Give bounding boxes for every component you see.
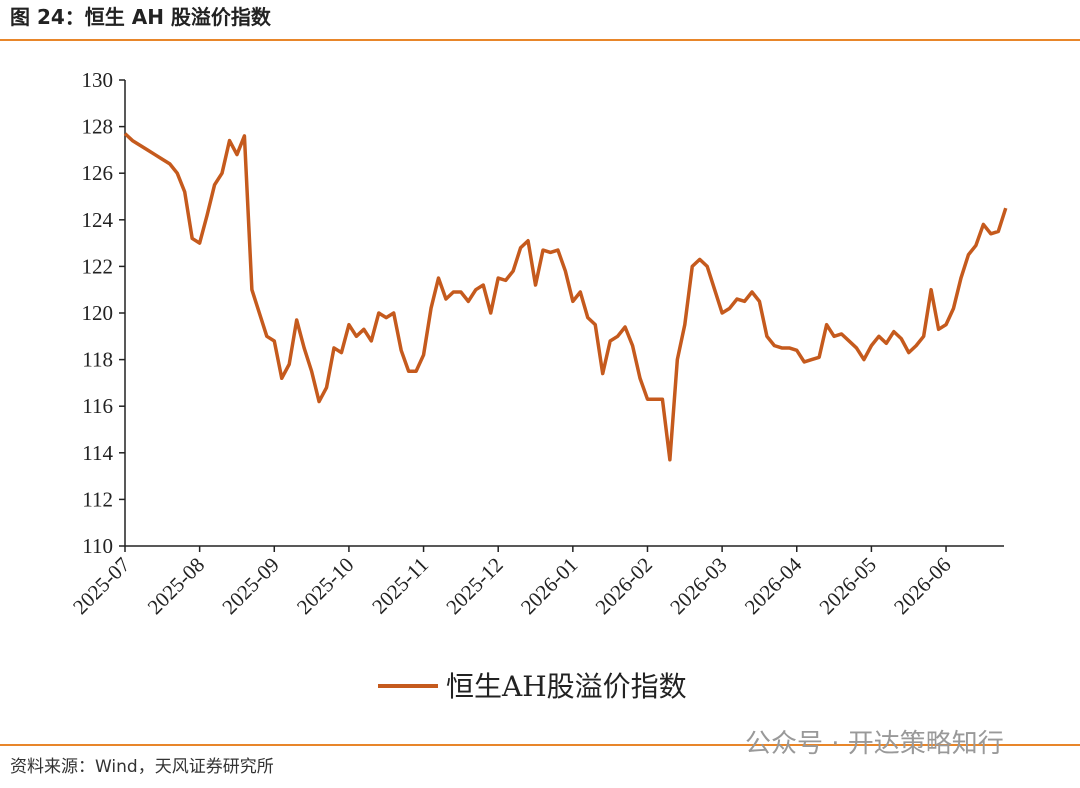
y-tick-label: 110	[82, 534, 113, 558]
y-tick-label: 112	[82, 487, 113, 511]
x-tick-label: 2026-06	[889, 553, 955, 619]
y-tick-label: 116	[82, 394, 113, 418]
legend-label: 恒生AH股溢价指数	[446, 670, 687, 703]
y-tick-label: 126	[82, 161, 114, 185]
x-tick-label: 2026-01	[516, 553, 582, 619]
x-tick-label: 2025-10	[292, 553, 358, 619]
y-tick-label: 122	[82, 254, 114, 278]
x-tick-label: 2026-05	[814, 553, 880, 619]
x-tick-label: 2025-12	[441, 553, 507, 619]
x-tick-label: 2026-02	[591, 553, 657, 619]
y-tick-label: 128	[82, 115, 114, 139]
x-tick-label: 2026-04	[740, 552, 807, 619]
source: 资料来源：Wind，天风证券研究所	[10, 757, 274, 777]
y-tick-label: 124	[82, 208, 114, 232]
x-tick-label: 2025-09	[217, 553, 283, 619]
y-tick-label: 114	[82, 441, 113, 465]
y-tick-label: 118	[82, 348, 113, 372]
x-tick-label: 2026-03	[665, 553, 731, 619]
series-line	[123, 132, 1008, 462]
x-tick-label: 2025-07	[68, 553, 134, 619]
x-tick-label: 2025-08	[143, 553, 209, 619]
y-tick-label: 130	[82, 68, 114, 92]
x-tick-label: 2025-11	[367, 553, 433, 619]
y-tick-label: 120	[82, 301, 114, 325]
chart-title: 图 24：恒生 AH 股溢价指数	[10, 5, 272, 29]
watermark: 公众号 · 开达策略知行	[745, 729, 1004, 759]
